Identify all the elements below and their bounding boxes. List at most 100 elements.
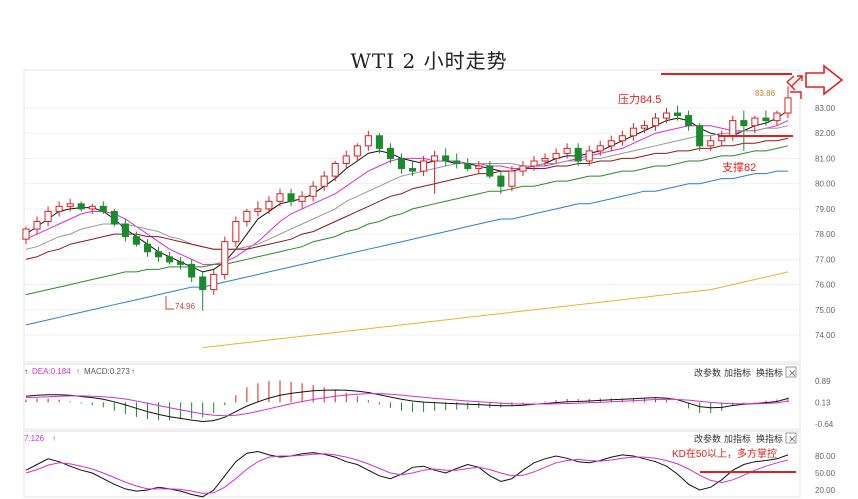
- macd-close-button[interactable]: [785, 366, 797, 378]
- ma-line-ma10: [25, 120, 789, 265]
- candle-body: [740, 120, 748, 127]
- macd-arrow-icon: ↑: [24, 367, 28, 376]
- candle-body: [342, 155, 350, 164]
- candle-body: [475, 165, 483, 170]
- kd-add-indicator-button[interactable]: 加指标: [724, 433, 751, 444]
- candle-body: [607, 140, 615, 147]
- candle-body: [696, 125, 704, 147]
- candle-body: [121, 223, 129, 238]
- candle-body: [110, 210, 118, 225]
- price-tick-label: 81.00: [815, 154, 836, 163]
- price-tick-label: 74.00: [815, 331, 836, 340]
- candle-body: [508, 170, 516, 187]
- candle-body: [464, 162, 472, 170]
- macd-dif-line: [25, 389, 789, 423]
- candle-body: [99, 205, 107, 212]
- candle-body: [88, 205, 96, 210]
- macd-swap-indicator-button[interactable]: 换指标: [756, 367, 783, 378]
- macd-axis-ticks: 0.89 0.13 -0.64: [815, 377, 834, 429]
- price-tick-label: 76.00: [815, 281, 836, 290]
- price-tick-label: 80.00: [815, 180, 836, 189]
- kd-arrow-icon: ↑: [52, 434, 56, 443]
- ma-line-ma30: [25, 137, 789, 260]
- ma-line-ma250: [202, 271, 789, 349]
- price-pane-border: [23, 69, 801, 363]
- macd-dea-line: [25, 393, 789, 417]
- kd-change-params-button[interactable]: 改参数: [694, 433, 721, 444]
- candle-body: [408, 168, 417, 172]
- candle-body: [287, 193, 295, 202]
- candle-body: [188, 263, 196, 278]
- candle-body: [453, 160, 461, 164]
- chart-frame: [23, 69, 801, 498]
- candle-body: [784, 97, 792, 114]
- low-price-leader: [165, 296, 174, 310]
- candle-body: [519, 165, 527, 172]
- candle-body: [773, 112, 781, 122]
- macd-add-indicator-button[interactable]: 加指标: [724, 367, 751, 378]
- candle-body: [431, 155, 439, 162]
- candle-body: [375, 135, 383, 149]
- macd-value-arrow-icon: ↑: [131, 367, 135, 376]
- candle-body: [541, 157, 549, 162]
- macd-tick-label: 0.89: [815, 377, 831, 386]
- candle-body: [618, 135, 626, 142]
- candle-body: [331, 162, 339, 177]
- ma-line-ma20: [25, 125, 789, 250]
- kd-d-line: [25, 453, 789, 494]
- candle-body: [22, 228, 30, 240]
- trend-arrow-icon: [786, 75, 804, 99]
- candle-body: [177, 261, 185, 265]
- dea-arrow-icon: ↑: [76, 367, 80, 376]
- candle-body: [552, 152, 560, 159]
- macd-change-params-button[interactable]: 改参数: [694, 367, 721, 378]
- price-tick-label: 78.00: [815, 230, 836, 239]
- candlestick-series: [22, 86, 792, 311]
- candle-body: [265, 200, 273, 210]
- candle-body: [33, 221, 41, 230]
- candle-body: [221, 241, 229, 275]
- kd-close-button[interactable]: [785, 432, 797, 444]
- price-tick-label: 79.00: [815, 205, 836, 214]
- candle-body: [707, 140, 715, 147]
- candle-body: [298, 195, 306, 202]
- candle-body: [132, 236, 140, 245]
- candle-body: [585, 150, 593, 162]
- candle-body: [574, 147, 582, 162]
- candle-body: [44, 210, 52, 223]
- ma-line-ma5: [25, 110, 789, 273]
- candle-body: [640, 125, 648, 129]
- candle-body: [751, 117, 759, 127]
- kd-note-label: KD在50以上，多方掌控: [672, 447, 777, 460]
- candle-body: [154, 251, 163, 258]
- annotation-group: 压力84.5 支撑82 83.86 74.96: [165, 64, 844, 311]
- kd-tick-label: 20.00: [815, 486, 836, 495]
- moving-average-lines: [25, 110, 789, 349]
- price-axis-ticks: 83.00 82.00 81.00 80.00 79.00 78.00 77.00 76.00…: [815, 104, 836, 340]
- kd-pane: 7.126 ↑ 改参数 加指标 换指标 × 80.00 50.00 20.00 KD…: [24, 430, 836, 498]
- candle-body: [629, 127, 637, 137]
- candle-body: [442, 155, 450, 162]
- candle-body: [729, 120, 737, 137]
- candle-body: [232, 221, 240, 243]
- macd-value-label: MACD:0.273: [84, 367, 130, 376]
- ma-line-ma120: [25, 170, 788, 326]
- candle-body: [353, 145, 361, 157]
- candle-body: [210, 273, 218, 291]
- candle-body: [596, 145, 604, 152]
- macd-close-icon: ×: [788, 368, 796, 379]
- candle-body: [276, 193, 284, 202]
- candle-body: [309, 185, 317, 197]
- candle-body: [199, 276, 207, 291]
- macd-tick-label: -0.64: [815, 420, 834, 429]
- price-tick-label: 82.00: [815, 129, 836, 138]
- kd-swap-indicator-button[interactable]: 换指标: [756, 433, 783, 444]
- candle-body: [420, 160, 428, 172]
- candle-body: [386, 147, 394, 159]
- low-price-label: 74.96: [175, 302, 196, 311]
- candle-body: [762, 117, 770, 122]
- macd-tick-label: 0.13: [815, 398, 831, 407]
- candle-body: [143, 243, 152, 253]
- macd-lines: [25, 389, 789, 423]
